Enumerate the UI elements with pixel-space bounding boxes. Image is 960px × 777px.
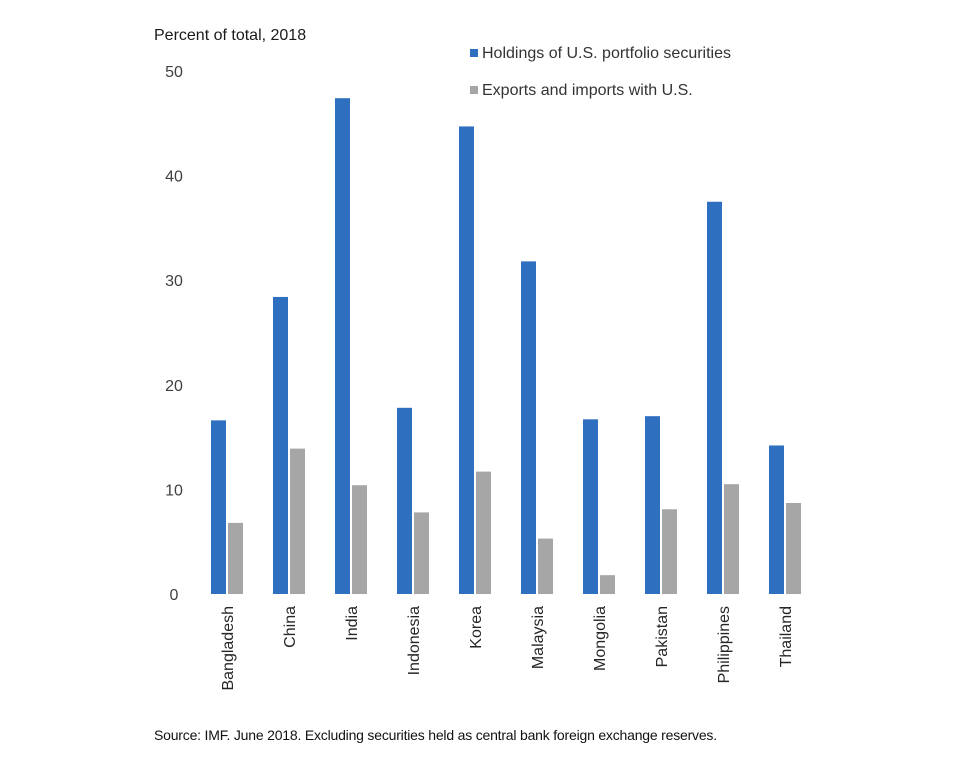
x-axis-labels: Bangladesh China India Indonesia Korea Malays…: [220, 606, 795, 691]
bar-holdings-malaysia: [521, 261, 536, 594]
bar-trade-indonesia: [414, 512, 429, 594]
bar-holdings-korea: [459, 126, 474, 595]
bar-holdings-philippines: [707, 201, 722, 594]
bar-trade-philippines: [724, 484, 739, 594]
y-axis-ticks: 0 10 20 30 40 50: [165, 64, 183, 604]
bar-holdings-pakistan: [645, 416, 660, 594]
y-tick-label: 50: [165, 64, 183, 81]
legend: Holdings of U.S. portfolio securities Exp…: [470, 45, 731, 99]
legend-label: Exports and imports with U.S.: [482, 82, 693, 99]
bars-group: [211, 98, 801, 595]
bar-holdings-india: [335, 98, 350, 595]
source-note: Source: IMF. June 2018. Excluding securi…: [154, 727, 717, 743]
bar-trade-malaysia: [538, 538, 553, 594]
bar-trade-india: [352, 485, 367, 594]
bar-trade-pakistan: [662, 509, 677, 594]
x-tick-label: Thailand: [778, 606, 795, 667]
bar-holdings-thailand: [769, 445, 784, 594]
x-tick-label: India: [344, 606, 361, 641]
x-tick-label: Pakistan: [654, 606, 671, 667]
legend-swatch: [470, 86, 478, 94]
x-tick-label: Mongolia: [592, 606, 609, 671]
bar-holdings-mongolia: [583, 419, 598, 594]
y-tick-label: 20: [165, 378, 183, 395]
y-tick-label: 40: [165, 169, 183, 186]
y-tick-label: 10: [165, 482, 183, 499]
x-tick-label: Indonesia: [406, 606, 423, 675]
y-axis-title: Percent of total, 2018: [154, 27, 306, 44]
y-tick-label: 30: [165, 273, 183, 290]
x-tick-label: Philippines: [716, 606, 733, 683]
x-tick-label: Malaysia: [530, 606, 547, 669]
x-tick-label: China: [282, 606, 299, 648]
bar-holdings-bangladesh: [211, 420, 226, 594]
bar-trade-china: [290, 448, 305, 594]
bar-trade-mongolia: [600, 575, 615, 594]
bar-trade-thailand: [786, 502, 801, 594]
legend-label: Holdings of U.S. portfolio securities: [482, 45, 731, 62]
y-tick-label: 0: [170, 587, 179, 604]
bar-trade-korea: [476, 471, 491, 594]
bar-trade-bangladesh: [228, 522, 243, 594]
legend-swatch: [470, 49, 478, 57]
x-tick-label: Korea: [468, 606, 485, 649]
bar-holdings-indonesia: [397, 407, 412, 594]
bar-holdings-china: [273, 296, 288, 594]
x-tick-label: Bangladesh: [220, 606, 237, 691]
